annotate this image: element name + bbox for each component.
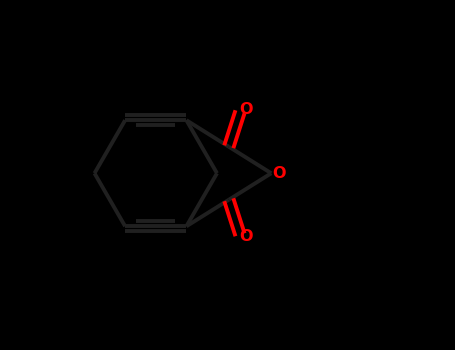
Text: O: O — [272, 166, 286, 181]
Text: O: O — [240, 229, 253, 244]
Text: O: O — [240, 103, 253, 118]
